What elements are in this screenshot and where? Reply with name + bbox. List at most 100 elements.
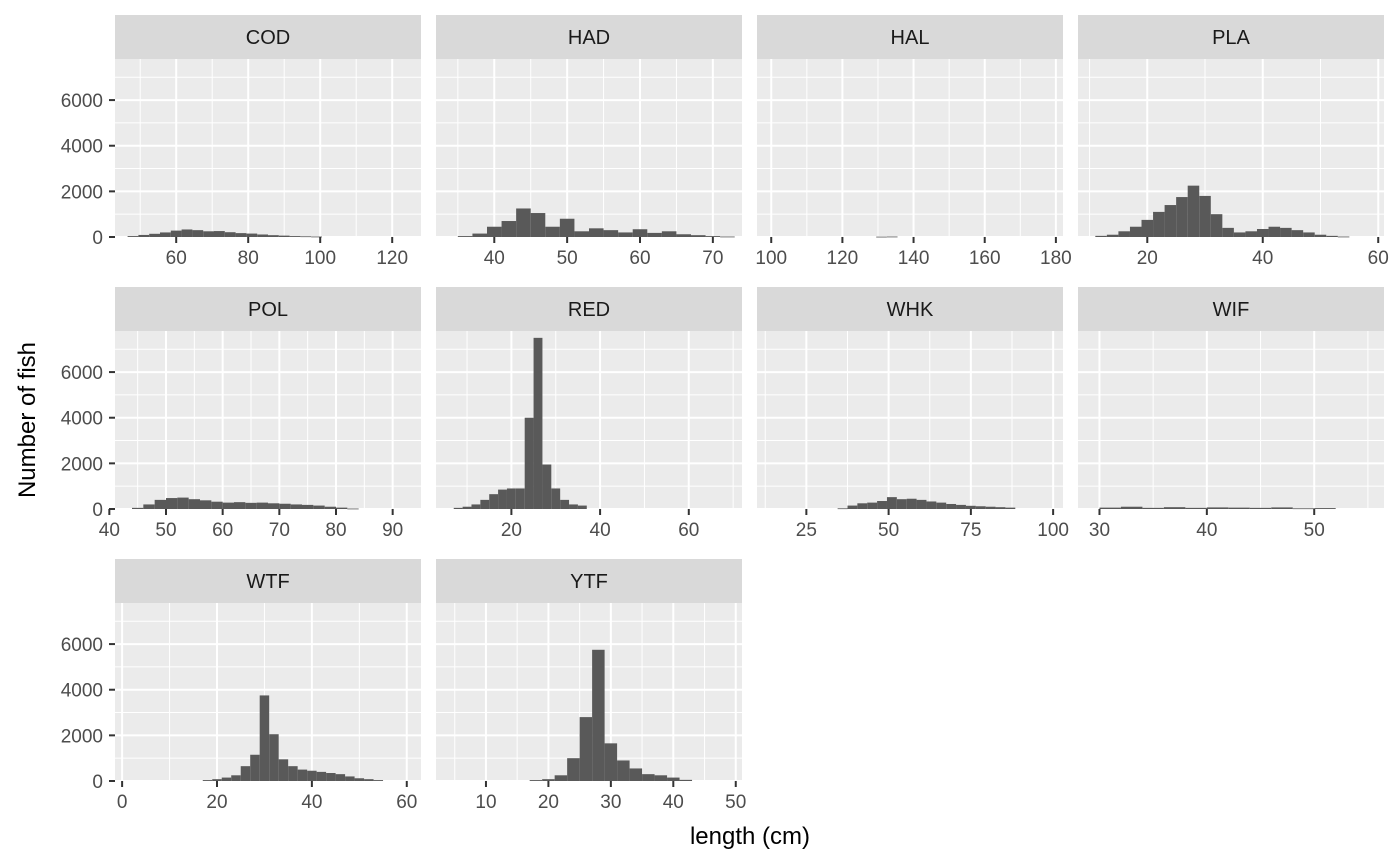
histogram-bar (457, 236, 473, 237)
histogram-bar (487, 226, 502, 237)
facet-whk: WHK 25 50 75 100 (757, 287, 1069, 541)
histogram-bar (516, 208, 531, 237)
histogram-bar (554, 775, 568, 781)
histogram-bar (453, 507, 463, 509)
facet-label: HAL (891, 27, 930, 49)
histogram-bar (300, 236, 312, 238)
histogram-bar (676, 234, 691, 237)
histogram-bar (632, 229, 648, 237)
histogram-bar (235, 233, 247, 237)
histogram-bar (177, 497, 189, 509)
histogram-bar (234, 502, 246, 509)
histogram-bar (603, 230, 619, 237)
histogram-bar (311, 236, 322, 238)
x-tick-label: 120 (827, 248, 859, 269)
histogram-bar (886, 236, 898, 238)
x-tick-label: 25 (796, 520, 817, 541)
facet-strip (115, 15, 421, 59)
histogram-bar (336, 507, 348, 509)
facet-wif: WIF 30 40 50 (1078, 287, 1384, 541)
histogram-bar (278, 759, 289, 781)
histogram-bar (268, 503, 280, 509)
x-tick-label: 70 (702, 248, 723, 269)
x-tick-label: 40 (663, 792, 684, 813)
facet-ytf: YTF 10 20 30 40 50 (436, 559, 746, 813)
x-tick-label: 40 (1196, 520, 1217, 541)
histogram-bar (592, 649, 605, 781)
histogram-bar (1106, 234, 1119, 237)
histogram-bar (335, 774, 346, 781)
facet-label: WIF (1213, 299, 1250, 321)
histogram-bar (132, 507, 144, 509)
histogram-bar (307, 770, 317, 781)
histogram-bar (1314, 508, 1336, 509)
histogram-bar (181, 229, 193, 237)
histogram-bar (214, 231, 225, 237)
histogram-bar (569, 504, 578, 509)
histogram-bar (245, 502, 257, 509)
x-tick-label: 50 (725, 792, 746, 813)
histogram-bar (946, 503, 957, 509)
facet-strip (115, 287, 421, 331)
histogram-bar (956, 504, 966, 509)
histogram-bar (240, 766, 251, 781)
y-tick-label: 0 (92, 500, 103, 521)
panel-background (436, 59, 742, 237)
y-tick-label: 4000 (61, 409, 103, 430)
histogram-bar (278, 235, 290, 237)
histogram-bar (589, 228, 604, 237)
facet-label: HAD (568, 27, 610, 49)
histogram-bar (965, 505, 976, 509)
facet-pla: PLA 20 40 60 (1078, 15, 1389, 269)
histogram-bar (629, 768, 643, 781)
histogram-bar (326, 773, 336, 781)
y-tick-label: 2000 (61, 182, 103, 203)
histogram-bar (1095, 235, 1107, 237)
histogram-bar (302, 504, 314, 509)
panel-background (115, 59, 421, 237)
histogram-bar (574, 231, 589, 237)
histogram-bar (975, 506, 986, 509)
y-tick-label: 2000 (61, 726, 103, 747)
histogram-bar (876, 236, 887, 238)
x-tick-label: 20 (206, 792, 227, 813)
histogram-bar (604, 743, 618, 781)
histogram-bar (297, 769, 308, 781)
histogram-bar (667, 777, 680, 781)
y-tick-label: 6000 (61, 635, 103, 656)
histogram-bar (222, 502, 234, 509)
x-tick-label: 0 (117, 792, 128, 813)
histogram-bar (188, 499, 200, 509)
histogram-bar (1233, 232, 1246, 237)
histogram-bar (661, 231, 677, 237)
facet-label: YTF (570, 571, 608, 593)
histogram-bar (489, 494, 499, 509)
histogram-bar (1303, 232, 1315, 237)
x-tick-label: 30 (1089, 520, 1110, 541)
histogram-bar (1337, 236, 1350, 238)
histogram-bar (577, 505, 587, 509)
facet-label: COD (246, 27, 290, 49)
histogram-bar (1118, 231, 1130, 237)
histogram-bar (345, 776, 355, 781)
facet-label: RED (568, 299, 610, 321)
histogram-bar (579, 717, 593, 781)
y-tick-label: 6000 (61, 363, 103, 384)
histogram-bar (212, 779, 222, 781)
x-tick-label: 50 (557, 248, 578, 269)
facet-hal: HAL 100 120 140 160 180 (755, 15, 1072, 269)
x-tick-label: 60 (1368, 248, 1389, 269)
histogram-bar (529, 780, 543, 781)
histogram-bar (269, 734, 279, 781)
x-tick-label: 140 (898, 248, 930, 269)
histogram-bar (542, 464, 552, 509)
histogram-bar (347, 508, 359, 510)
panel-background (757, 59, 1063, 237)
histogram-bar (462, 506, 472, 509)
x-tick-label: 50 (155, 520, 176, 541)
histogram-bar (906, 498, 917, 509)
histogram-bar (250, 754, 260, 781)
histogram-bar (936, 502, 947, 509)
histogram-bar (313, 505, 325, 509)
